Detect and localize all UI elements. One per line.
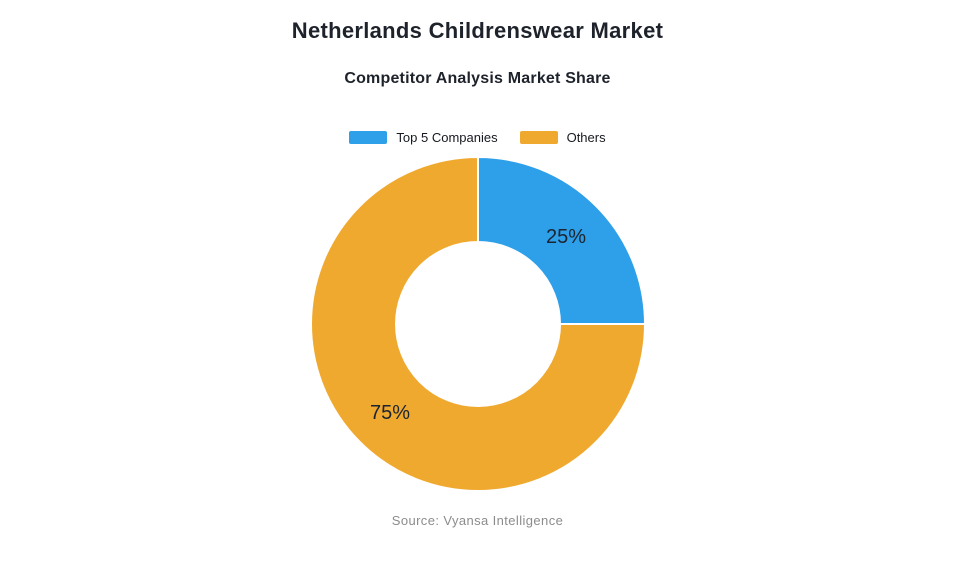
slice-value-label-1: 75% [370,402,410,424]
source-text: Source: Vyansa Intelligence [391,513,564,528]
legend-label-others: Others [566,130,606,145]
donut-slice-1[interactable] [310,156,646,492]
legend-label-top5: Top 5 Companies [396,130,498,145]
donut-slice-0[interactable] [477,156,646,325]
page-title: Netherlands Childrenswear Market [291,18,664,43]
legend-swatch-top5 [349,131,388,144]
chart-subtitle: Competitor Analysis Market Share [344,70,611,87]
slice-value-label-0: 25% [546,226,586,248]
legend-swatch-others [519,131,558,144]
legend-item-others[interactable]: Others [519,130,606,145]
legend-item-top5[interactable]: Top 5 Companies [349,130,498,145]
chart-legend: Top 5 Companies Others [0,130,955,145]
donut-chart: 25% 75% [310,156,646,492]
